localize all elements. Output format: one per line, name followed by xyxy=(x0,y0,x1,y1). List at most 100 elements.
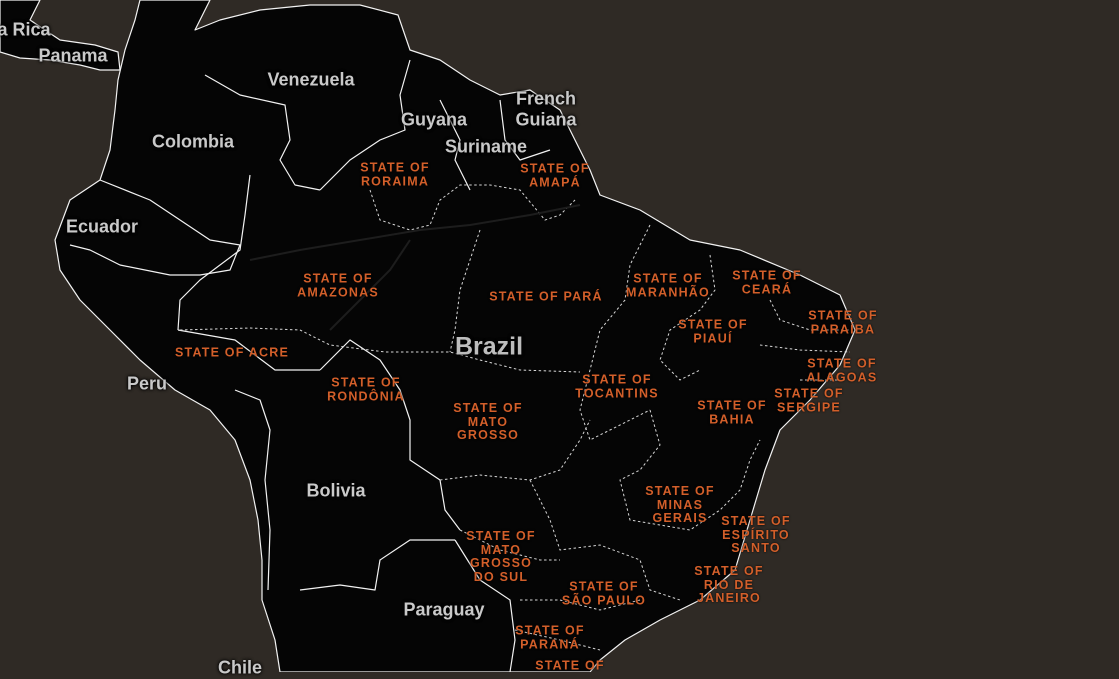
state-label-line: STATE OF xyxy=(774,386,844,401)
border-peru-bolivia xyxy=(234,389,271,591)
state-label-line: RORAIMA xyxy=(360,174,430,188)
state-label-line: DO SUL xyxy=(473,569,529,584)
border-paraguay-brazil xyxy=(454,539,516,672)
state-label-line: STATE OF xyxy=(331,375,401,390)
madeira-river xyxy=(329,239,411,331)
state-label-minas-gerais[interactable]: STATE OF MINAS GERAIS xyxy=(645,483,715,526)
country-label-venezuela[interactable]: Venezuela xyxy=(267,69,355,90)
state-label-line: STATE OF xyxy=(582,372,652,387)
state-label-line: ESPÍRITO xyxy=(722,527,790,542)
state-label-sergipe[interactable]: STATE OF SERGIPE xyxy=(774,386,844,415)
state-label-line: STATE OF PARÁ xyxy=(489,289,603,304)
state-label-roraima[interactable]: STATE OF RORAIMA xyxy=(360,160,430,189)
state-label-line: STATE OF xyxy=(569,579,639,594)
country-label-guyana[interactable]: Guyana xyxy=(400,109,468,130)
state-label-parana[interactable]: STATE OF PARANÁ xyxy=(515,623,585,652)
state-label-line: STATE OF xyxy=(633,271,703,286)
state-label-amazonas[interactable]: STATE OF AMAZONAS xyxy=(297,271,379,300)
border-colombia-brazil xyxy=(177,174,251,331)
state-label-line: PARANÁ xyxy=(520,637,580,651)
state-label-line: STATE OF xyxy=(466,529,536,543)
country-label-suriname[interactable]: Suriname xyxy=(444,136,528,157)
country-label-costa-rica[interactable]: a Rica xyxy=(0,19,51,40)
state-label-mato-grosso[interactable]: STATE OF MATO GROSSO xyxy=(453,400,523,443)
state-label-line: SANTO xyxy=(731,540,781,555)
state-label-line: SERGIPE xyxy=(777,400,841,414)
state-label-line: ALAGOAS xyxy=(806,370,878,384)
state-label-line: MARANHÃO xyxy=(626,285,710,299)
state-label-line: STATE OF xyxy=(515,623,585,638)
country-label-panama[interactable]: Panama xyxy=(38,45,108,66)
state-label-amapa[interactable]: STATE OF AMAPÁ xyxy=(520,161,590,190)
state-label-paraiba[interactable]: STATE OF PARAÍBA xyxy=(808,308,878,337)
state-label-line: MINAS xyxy=(656,497,704,512)
state-label-sao-paulo[interactable]: STATE OF SÃO PAULO xyxy=(561,579,647,608)
state-label-line: STATE OF xyxy=(453,400,523,415)
state-label-line: STATE OF xyxy=(535,658,605,673)
state-label-line: BAHIA xyxy=(709,412,755,426)
state-label-line: STATE OF xyxy=(360,160,430,175)
state-label-line: MATO xyxy=(480,542,522,557)
state-label-line: STATE OF xyxy=(303,271,373,286)
state-label-line: RONDÔNIA xyxy=(327,389,405,403)
border-suriname-frenchguiana xyxy=(499,99,551,161)
state-label-mato-grosso-do-sul[interactable]: STATE OF MATO GROSSO DO SUL xyxy=(466,529,536,584)
state-label-rondonia[interactable]: STATE OF RONDÔNIA xyxy=(327,375,405,404)
state-label-line: STATE OF xyxy=(732,268,802,283)
state-label-para[interactable]: STATE OF PARÁ xyxy=(489,290,603,304)
state-label-line: JANEIRO xyxy=(697,590,761,605)
border-bolivia-paraguay xyxy=(299,539,455,591)
state-label-bahia[interactable]: STATE OF BAHIA xyxy=(697,398,767,427)
state-label-line: STATE OF xyxy=(520,161,590,176)
country-label-french-guiana-line2[interactable]: Guiana xyxy=(515,109,577,130)
state-label-line: GROSSO xyxy=(469,556,533,570)
state-label-maranhao[interactable]: STATE OF MARANHÃO xyxy=(626,271,710,300)
state-label-line: STATE OF xyxy=(678,317,748,332)
border-guyana-suriname xyxy=(439,99,471,191)
state-label-piaui[interactable]: STATE OF PIAUÍ xyxy=(678,317,748,346)
state-label-line: AMAZONAS xyxy=(297,285,379,299)
state-label-line: AMAPÁ xyxy=(529,175,581,189)
state-label-line: STATE OF xyxy=(808,308,878,323)
state-label-line: STATE OF xyxy=(694,563,764,578)
state-label-line: SÃO PAULO xyxy=(561,593,647,607)
state-label-line: CEARÁ xyxy=(741,282,793,296)
country-label-colombia[interactable]: Colombia xyxy=(151,131,235,152)
country-label-brazil[interactable]: Brazil xyxy=(454,332,524,361)
border-ecuador xyxy=(69,179,241,276)
state-label-line: STATE OF xyxy=(697,398,767,413)
state-label-line: PARAÍBA xyxy=(810,322,876,336)
state-label-line: RIO DE xyxy=(703,577,755,592)
border-peru-brazil xyxy=(177,329,320,371)
border-venezuela-brazil xyxy=(319,59,411,191)
border-bolivia-brazil xyxy=(319,339,461,531)
country-label-french-guiana-line1[interactable]: French xyxy=(515,88,577,109)
state-label-espirito-santo[interactable]: STATE OF ESPÍRITO SANTO xyxy=(721,513,791,556)
state-label-line: GERAIS xyxy=(652,510,708,525)
state-borders xyxy=(179,184,851,651)
state-label-line: STATE OF ACRE xyxy=(175,345,289,360)
amazon-river xyxy=(249,204,581,261)
country-label-bolivia[interactable]: Bolivia xyxy=(306,480,366,501)
state-label-line: STATE OF xyxy=(721,513,791,528)
south-america-landmass xyxy=(54,0,856,672)
state-label-ceara[interactable]: STATE OF CEARÁ xyxy=(732,268,802,297)
state-label-alagoas[interactable]: STATE OF ALAGOAS xyxy=(806,356,878,385)
state-label-acre[interactable]: STATE OF ACRE xyxy=(175,346,289,360)
state-label-line: STATE OF xyxy=(807,356,877,371)
state-label-line: STATE OF xyxy=(645,483,715,498)
state-label-line: TOCANTINS xyxy=(575,386,659,400)
state-label-line: MATO xyxy=(467,414,509,429)
state-label-line: PIAUÍ xyxy=(693,331,733,345)
country-label-peru[interactable]: Peru xyxy=(126,373,168,394)
state-label-tocantins[interactable]: STATE OF TOCANTINS xyxy=(575,372,659,401)
country-label-ecuador[interactable]: Ecuador xyxy=(65,216,139,237)
country-label-paraguay[interactable]: Paraguay xyxy=(403,599,485,620)
state-label-santa-catarina[interactable]: STATE OF xyxy=(535,659,605,673)
country-label-chile[interactable]: Chile xyxy=(217,657,263,678)
border-venezuela-colombia xyxy=(204,74,321,191)
state-label-rio-de-janeiro[interactable]: STATE OF RIO DE JANEIRO xyxy=(694,563,764,606)
state-label-line: GROSSO xyxy=(456,427,520,442)
